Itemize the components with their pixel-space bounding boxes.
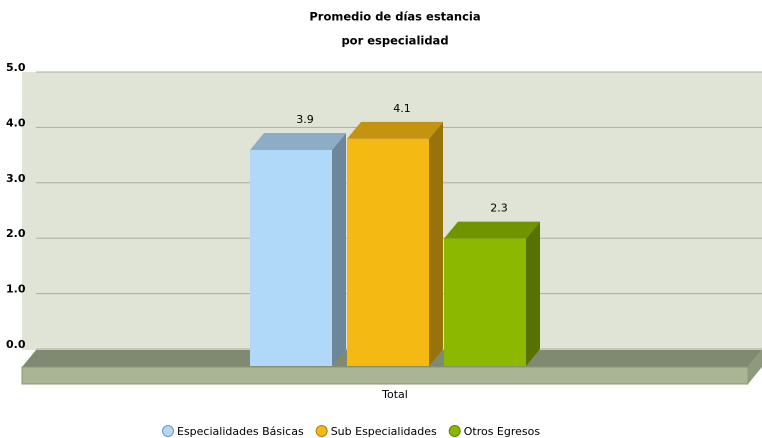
bar-top	[347, 121, 443, 139]
bar-front	[347, 138, 429, 366]
chart-title: Promedio de días estancia	[309, 10, 480, 24]
floor-front	[21, 366, 749, 385]
floor-side	[748, 350, 762, 384]
bar-side	[526, 221, 540, 366]
legend-swatch	[315, 425, 328, 437]
legend-label: Sub Especialidades	[331, 425, 437, 438]
legend-label: Especialidades Básicas	[177, 425, 304, 438]
bar-side	[429, 121, 443, 366]
data-label: 4.1	[393, 102, 411, 115]
bar	[250, 132, 346, 366]
y-tick-label: 3.0	[6, 172, 26, 185]
y-tick-label: 5.0	[6, 61, 26, 74]
legend-swatch	[162, 425, 174, 437]
bar	[444, 221, 540, 366]
data-label: 3.9	[296, 113, 314, 126]
chart-subtitle: por especialidad	[341, 34, 448, 48]
bar	[347, 121, 443, 366]
data-label: 2.3	[490, 202, 508, 215]
bar-top	[250, 132, 346, 150]
bar-side	[332, 132, 346, 366]
legend-swatch	[448, 425, 461, 437]
y-tick-label: 0.0	[6, 338, 26, 351]
bar-front	[444, 238, 526, 366]
y-tick-label: 1.0	[6, 283, 26, 296]
x-tick-label: Total	[381, 388, 408, 401]
y-tick-label: 2.0	[6, 227, 26, 240]
bar-top	[444, 221, 540, 239]
y-tick-label: 4.0	[6, 116, 26, 129]
legend-label: Otros Egresos	[464, 425, 541, 438]
bar-front	[250, 149, 332, 366]
